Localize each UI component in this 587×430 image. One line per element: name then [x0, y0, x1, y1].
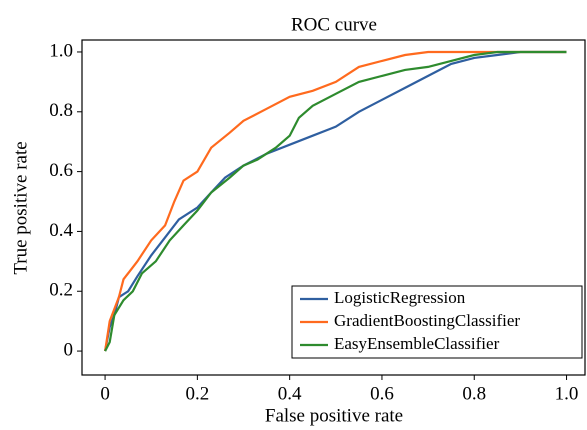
- roc-line: [104, 50, 567, 352]
- x-tick-label: 0.8: [462, 383, 486, 404]
- legend-box: [291, 285, 583, 359]
- y-tick-label: 1.0: [49, 40, 73, 61]
- y-tick-label: 0.4: [49, 220, 73, 241]
- y-tick-label: 0.6: [49, 160, 73, 181]
- x-tick-label: 0: [100, 383, 110, 404]
- chart-title: ROC curve: [291, 14, 377, 35]
- y-tick-label: 0.2: [49, 280, 73, 301]
- legend-label: LogisticRegression: [334, 288, 466, 307]
- plot-frame: [81, 39, 586, 376]
- y-tick-label: 0: [64, 339, 74, 360]
- x-tick-label: 0.4: [278, 383, 302, 404]
- legend-label: GradientBoostingClassifier: [334, 311, 520, 330]
- roc-line: [104, 50, 567, 352]
- legend: LogisticRegression GradientBoostingClassi…: [291, 285, 583, 359]
- y-tick-label: 0.8: [49, 100, 73, 121]
- x-tick-label: 1.0: [555, 383, 579, 404]
- legend-label: EasyEnsembleClassifier: [334, 334, 500, 353]
- x-tick-label: 0.2: [185, 383, 209, 404]
- y-axis-label: True positive rate: [10, 141, 31, 274]
- x-axis-label: False positive rate: [265, 405, 403, 426]
- x-tick-label: 0.6: [370, 383, 394, 404]
